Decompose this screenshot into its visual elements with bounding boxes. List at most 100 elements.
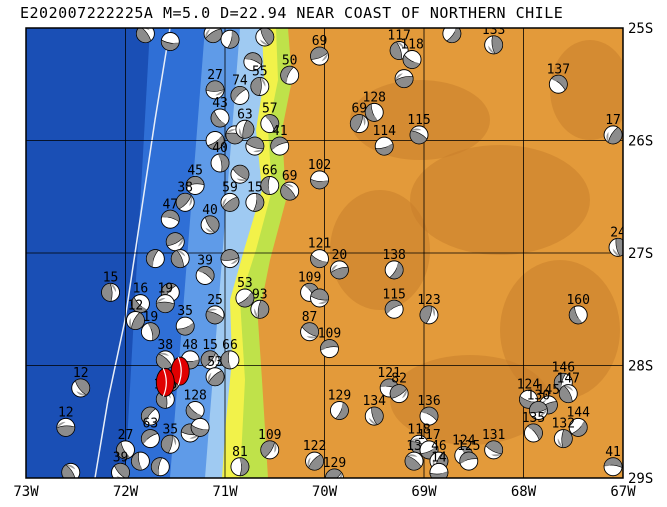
focal-mechanism <box>300 322 320 342</box>
depth-label: 128 <box>183 389 206 404</box>
depth-label: 109 <box>258 428 281 443</box>
focal-mechanism <box>389 41 409 60</box>
focal-mechanism <box>329 401 349 420</box>
x-tick-label: 72W <box>113 484 139 500</box>
beachball-compressional <box>446 28 462 43</box>
focal-mechanism <box>140 322 160 342</box>
beachball-compressional <box>227 30 240 49</box>
depth-label: 12 <box>58 405 74 420</box>
beachball-quadrant <box>247 292 252 303</box>
beachball-compressional <box>74 378 90 396</box>
depth-label: 63 <box>237 107 253 122</box>
focal-mechanism <box>349 114 369 134</box>
focal-mechanism <box>389 384 409 404</box>
beachball-quadrant <box>564 385 574 392</box>
x-tick-label: 68W <box>511 484 537 500</box>
focal-mechanism <box>325 468 344 478</box>
focal-mechanism <box>61 462 81 478</box>
beachball-quadrant <box>215 89 225 96</box>
beachball-quadrant <box>284 72 288 84</box>
beachball-compressional <box>310 288 329 301</box>
focal-mechanism <box>250 77 270 96</box>
focal-mechanism <box>135 28 155 44</box>
depth-label: 38 <box>157 338 173 353</box>
beachball-quadrant <box>136 306 147 310</box>
beachball-quadrant <box>307 457 311 468</box>
beachball-quadrant <box>265 115 275 122</box>
beachball-quadrant <box>224 360 231 369</box>
beachball-quadrant <box>186 180 195 187</box>
focal-mechanism <box>374 136 394 156</box>
beachball-quadrant <box>255 193 261 204</box>
depth-label: 24 <box>610 225 626 240</box>
beachball-quadrant <box>205 227 215 233</box>
focal-mechanism <box>320 339 339 359</box>
beachball-quadrant <box>318 299 329 304</box>
depth-label: 55 <box>252 65 268 80</box>
focal-mechanism <box>175 192 195 212</box>
beachball-quadrant <box>129 318 132 329</box>
beachball-quadrant <box>612 248 620 257</box>
beachball-quadrant <box>177 237 184 247</box>
focal-mechanism <box>160 32 180 51</box>
depth-label: 35 <box>162 422 178 437</box>
focal-mechanism <box>235 119 255 139</box>
focal-mechanism <box>310 288 329 308</box>
focal-mechanism <box>364 102 384 122</box>
beachball-compressional <box>419 305 432 324</box>
focal-mechanism <box>185 401 205 420</box>
latitude-tick-labels: 25S 26S 27S 28S 29S <box>628 21 653 487</box>
beachball-compressional <box>141 406 157 424</box>
beachball-quadrant <box>198 428 209 433</box>
beachball-compressional <box>561 429 573 448</box>
focal-mechanism <box>175 316 195 336</box>
focal-mechanism <box>384 260 404 280</box>
depth-label: 50 <box>282 53 298 68</box>
focal-mechanism <box>528 401 548 420</box>
focal-mechanism <box>310 249 329 269</box>
focal-mechanism <box>558 384 578 404</box>
depth-label: 59 <box>222 180 238 195</box>
beachball-quadrant <box>233 91 237 102</box>
beachball-quadrant <box>539 408 548 416</box>
focal-mechanism <box>250 299 270 319</box>
beachball-compressional <box>205 311 224 325</box>
beachball-quadrant <box>431 446 438 455</box>
beachball-quadrant <box>573 317 583 324</box>
depth-label: 69 <box>312 34 328 49</box>
depth-label: 45 <box>187 164 203 179</box>
beachball-quadrant <box>218 154 226 163</box>
x-tick-label: 69W <box>411 484 437 500</box>
focal-mechanism <box>270 136 290 156</box>
focal-mechanism <box>245 136 265 156</box>
y-tick-label: 28S <box>628 359 653 375</box>
beachball-compressional <box>245 136 265 150</box>
focal-mechanism <box>165 232 185 252</box>
beachball-quadrant <box>226 129 236 134</box>
focal-mechanism <box>203 28 223 44</box>
depth-label: 40 <box>202 203 218 218</box>
beachball-quadrant <box>385 143 393 152</box>
beachball-compressional <box>204 215 220 233</box>
depth-label: 134 <box>363 394 387 409</box>
target-event-nodal-plane <box>162 368 167 397</box>
focal-mechanism <box>205 80 225 100</box>
beachball-quadrant <box>271 141 278 150</box>
highland-ridge <box>500 260 620 400</box>
beachball-quadrant <box>197 270 209 273</box>
beachball-compressional <box>161 210 180 223</box>
focal-mechanism <box>130 451 150 471</box>
focal-mechanism <box>255 28 275 47</box>
beachball-quadrant <box>396 41 405 49</box>
beachball-quadrant <box>306 336 318 339</box>
beachball-quadrant <box>454 28 457 37</box>
depth-label: 25 <box>207 293 223 308</box>
focal-mechanism <box>185 176 205 195</box>
target-event <box>170 356 190 386</box>
highland-ridge <box>330 190 430 310</box>
focal-mechanism <box>71 378 91 398</box>
beachball-compressional <box>250 77 262 96</box>
beachball-compressional <box>607 126 623 145</box>
beachball-quadrant <box>260 77 266 87</box>
